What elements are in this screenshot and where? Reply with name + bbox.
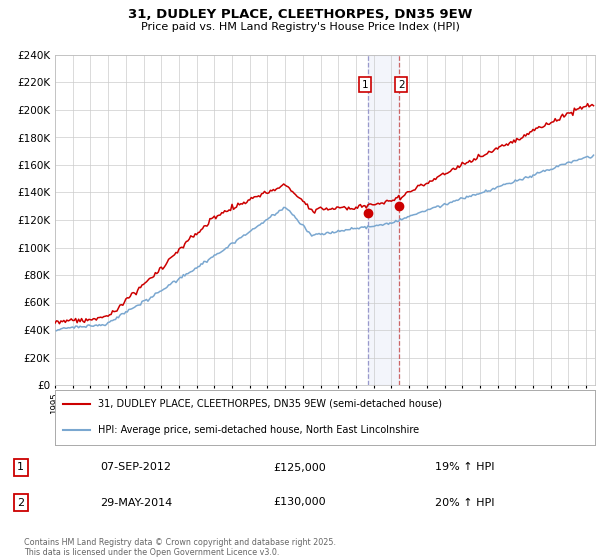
Text: 2: 2 [398,80,404,90]
Bar [368,55,398,385]
Text: £125,000: £125,000 [274,463,326,473]
Text: 19% ↑ HPI: 19% ↑ HPI [435,463,494,473]
Text: 29-MAY-2014: 29-MAY-2014 [100,497,172,507]
Text: 1: 1 [362,80,368,90]
Text: Price paid vs. HM Land Registry's House Price Index (HPI): Price paid vs. HM Land Registry's House … [140,22,460,32]
Text: 1: 1 [17,463,24,473]
Text: Contains HM Land Registry data © Crown copyright and database right 2025.
This d: Contains HM Land Registry data © Crown c… [24,538,336,557]
Text: £130,000: £130,000 [274,497,326,507]
Text: 20% ↑ HPI: 20% ↑ HPI [435,497,494,507]
Text: 2: 2 [17,497,24,507]
Text: 31, DUDLEY PLACE, CLEETHORPES, DN35 9EW: 31, DUDLEY PLACE, CLEETHORPES, DN35 9EW [128,8,472,21]
Text: 07-SEP-2012: 07-SEP-2012 [100,463,171,473]
Text: HPI: Average price, semi-detached house, North East Lincolnshire: HPI: Average price, semi-detached house,… [98,424,419,435]
Text: 31, DUDLEY PLACE, CLEETHORPES, DN35 9EW (semi-detached house): 31, DUDLEY PLACE, CLEETHORPES, DN35 9EW … [98,399,442,409]
